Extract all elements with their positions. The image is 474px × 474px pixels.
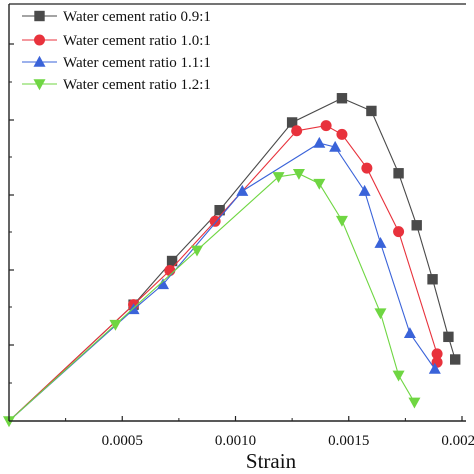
- data-point: [190, 245, 203, 257]
- legend-item-3: Water cement ratio 1.1:1: [22, 55, 211, 71]
- data-point: [427, 274, 438, 285]
- x-axis-title: Strain: [246, 449, 297, 473]
- data-point: [320, 120, 332, 132]
- legend-marker: [33, 79, 46, 91]
- origin-point: [3, 416, 15, 428]
- data-point: [366, 105, 377, 117]
- data-point: [392, 370, 405, 382]
- legend-marker: [34, 34, 45, 46]
- data-point: [450, 354, 461, 365]
- series-3: [8, 136, 441, 422]
- data-point: [214, 204, 225, 216]
- series-line: [8, 173, 415, 422]
- axes-layer: 0.0005 0.0010 0.0015 0.0020: [8, 3, 474, 449]
- data-point: [361, 162, 373, 174]
- legend-label: Water cement ratio 1.0:1: [63, 33, 211, 49]
- legend-label: Water cement ratio 0.9:1: [63, 9, 211, 25]
- series-line: [8, 97, 456, 422]
- series-layer: [3, 93, 461, 428]
- data-point: [428, 362, 441, 374]
- data-point: [336, 128, 348, 140]
- data-point: [313, 178, 326, 190]
- data-point: [411, 220, 422, 231]
- data-point: [374, 236, 387, 248]
- data-point: [408, 397, 421, 409]
- legend-item-2: Water cement ratio 1.0:1: [22, 33, 211, 49]
- data-point: [109, 319, 122, 331]
- data-point: [292, 168, 305, 180]
- data-point: [336, 93, 348, 104]
- legend-marker: [34, 10, 45, 22]
- data-point: [291, 125, 303, 137]
- data-point: [313, 136, 326, 148]
- data-point: [157, 278, 170, 290]
- x-tick-label: 0.0015: [328, 433, 369, 449]
- data-point: [329, 140, 342, 152]
- x-tick-label: 0.0005: [102, 433, 143, 449]
- data-point: [358, 184, 371, 196]
- series-4: [8, 168, 421, 422]
- data-point: [393, 168, 404, 179]
- data-point: [286, 117, 298, 128]
- legend-label: Water cement ratio 1.1:1: [63, 55, 211, 71]
- legend-marker: [33, 55, 46, 67]
- x-tick-label: 0.0020: [441, 433, 474, 449]
- data-point: [393, 226, 405, 238]
- data-point: [166, 255, 178, 267]
- data-point: [335, 215, 348, 227]
- data-point: [209, 215, 221, 227]
- data-point: [272, 172, 285, 184]
- legend-item-1: Water cement ratio 0.9:1: [22, 9, 211, 25]
- legend-label: Water cement ratio 1.2:1: [63, 77, 211, 93]
- x-tick-label: 0.0010: [215, 433, 256, 449]
- data-point: [403, 327, 416, 338]
- series-line: [8, 125, 438, 422]
- series-1: [8, 93, 461, 422]
- data-point: [431, 348, 443, 360]
- data-point: [374, 308, 387, 320]
- series-line: [8, 142, 436, 422]
- series-2: [8, 120, 443, 422]
- data-point: [443, 331, 454, 343]
- legend-item-4: Water cement ratio 1.2:1: [22, 77, 211, 93]
- legend: Water cement ratio 0.9:1 Water cement rat…: [22, 9, 211, 93]
- data-point: [236, 184, 249, 196]
